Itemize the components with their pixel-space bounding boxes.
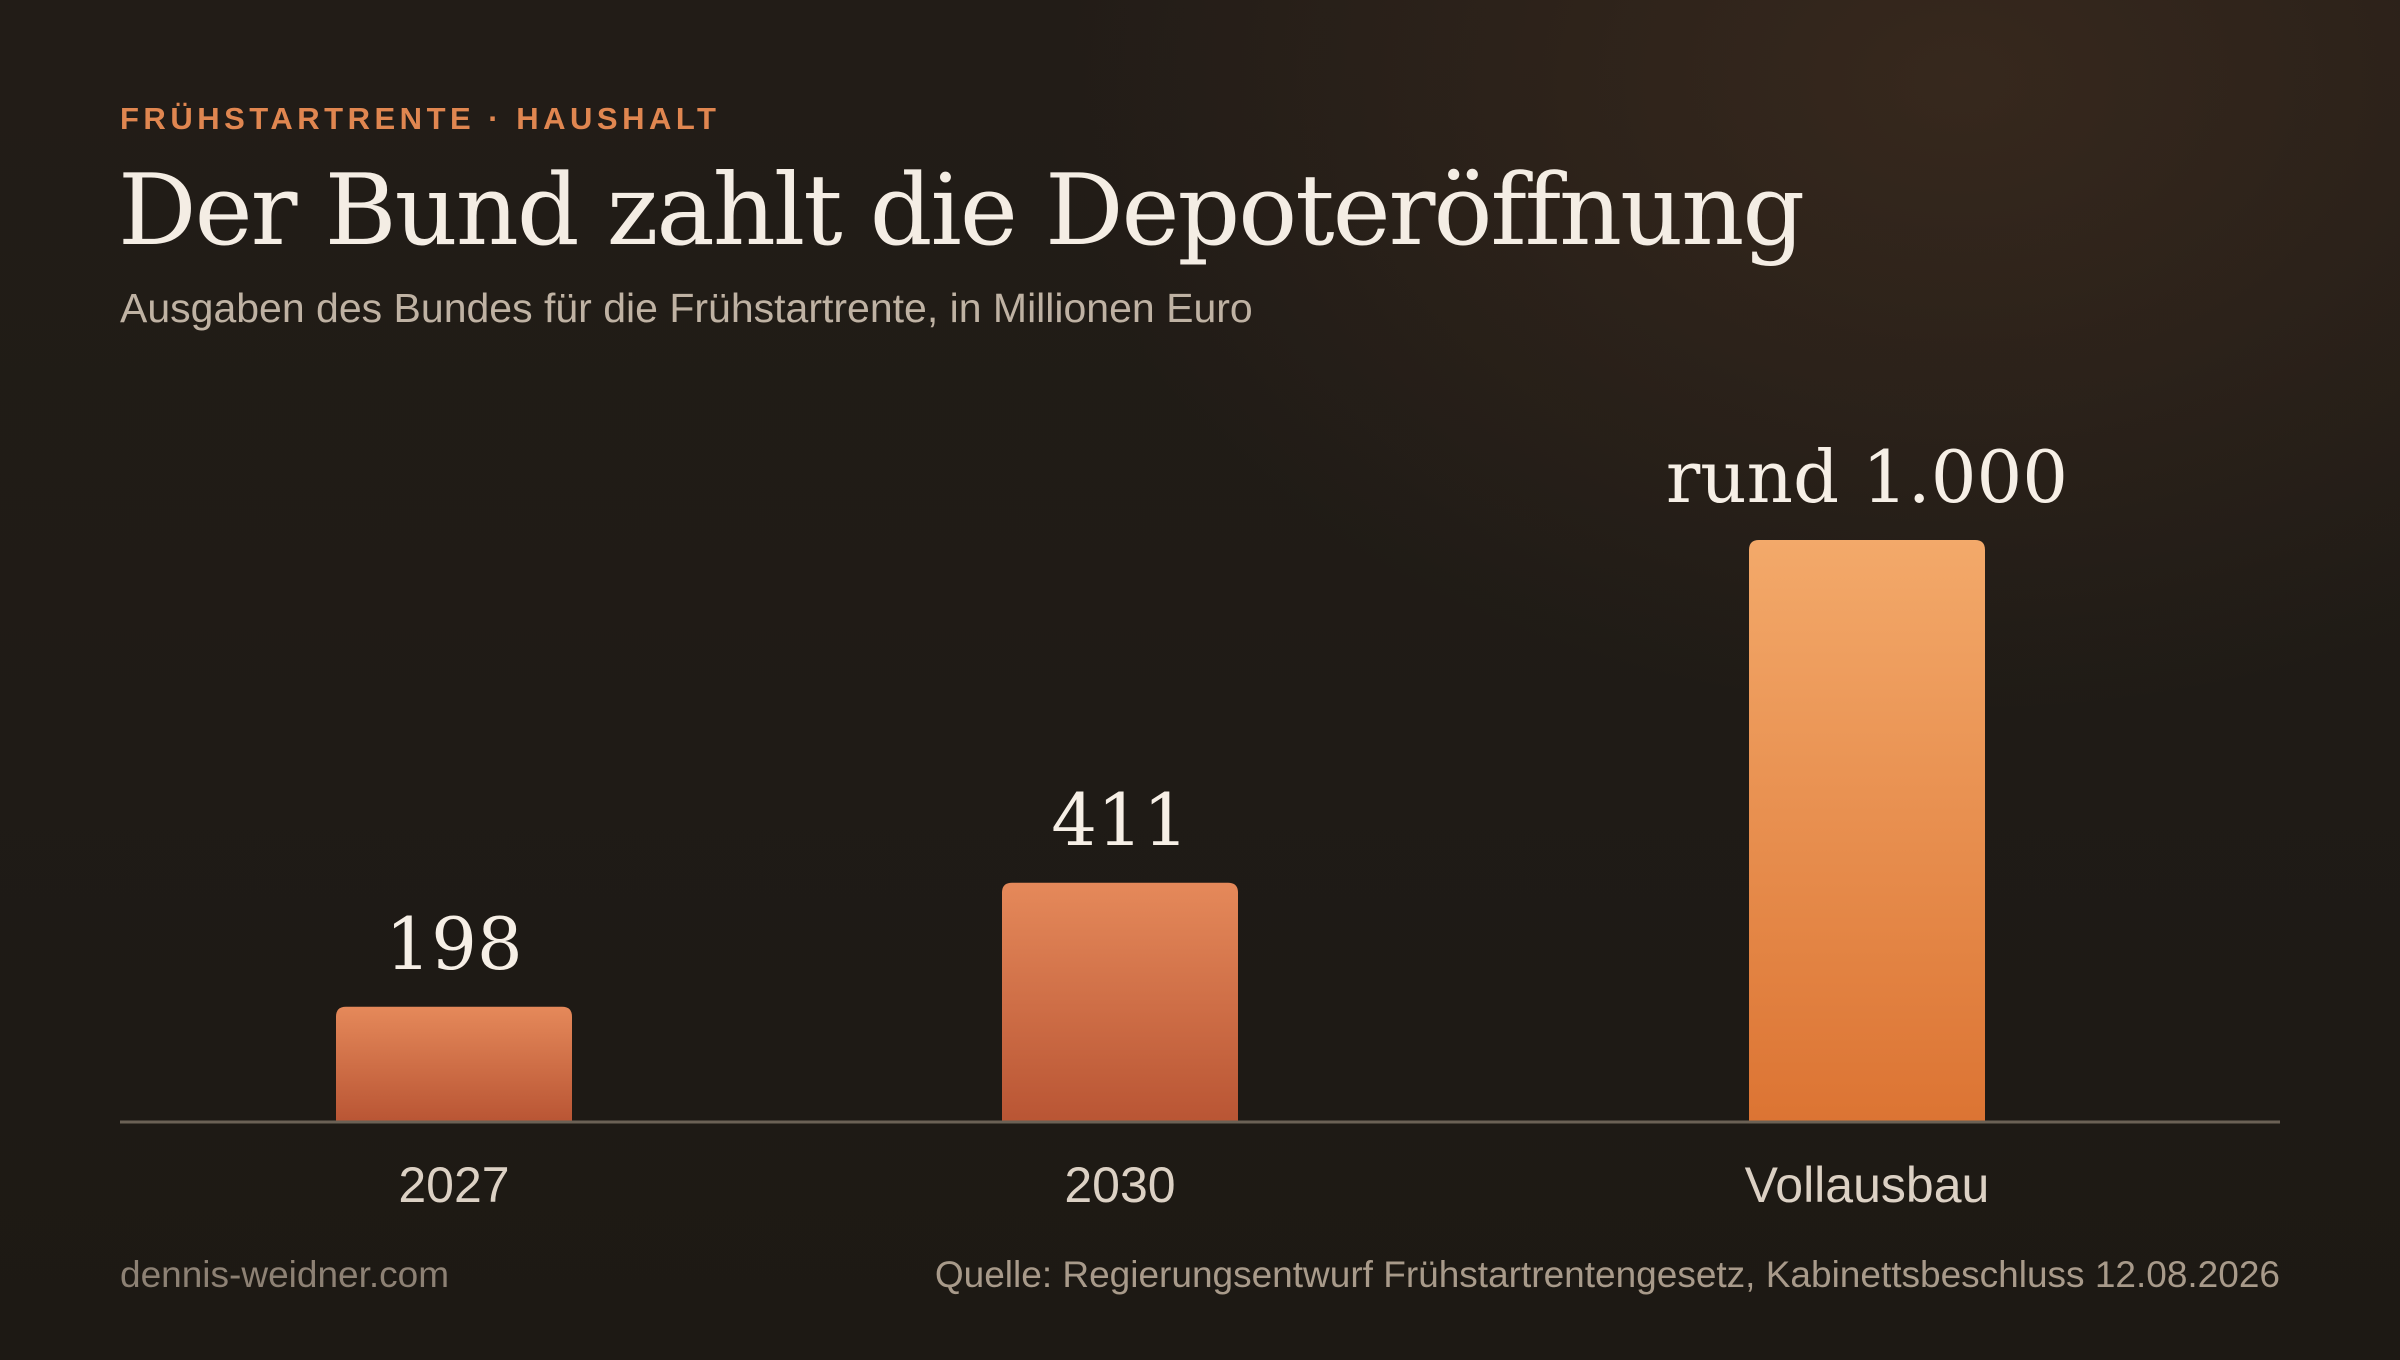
bar-2030	[1002, 882, 1238, 1122]
chart-subtitle: Ausgaben des Bundes für die Frühstartren…	[120, 285, 1253, 331]
category-label-vollausbau: Vollausbau	[1745, 1157, 1990, 1213]
category-label-2030: 2030	[1064, 1157, 1175, 1213]
footer-site: dennis-weidner.com	[120, 1254, 450, 1295]
footer-source: Quelle: Regierungsentwurf Frühstartrente…	[934, 1254, 2280, 1295]
bar-2027	[336, 1006, 572, 1122]
chart-kicker: FRÜHSTARTRENTE · HAUSHALT	[120, 101, 721, 136]
value-label-vollausbau: rund 1.000	[1666, 435, 2068, 519]
bars-group	[336, 540, 1985, 1122]
value-label-2030: 411	[1051, 778, 1188, 862]
labels-group: 198 2027 411 2030 rund 1.000 Vollausbau	[385, 435, 2068, 1213]
category-label-2027: 2027	[398, 1157, 509, 1213]
chart-title: Der Bund zahlt die Depoteröffnung	[118, 154, 1805, 268]
value-label-2027: 198	[385, 902, 522, 986]
bar-vollausbau	[1749, 540, 1985, 1122]
